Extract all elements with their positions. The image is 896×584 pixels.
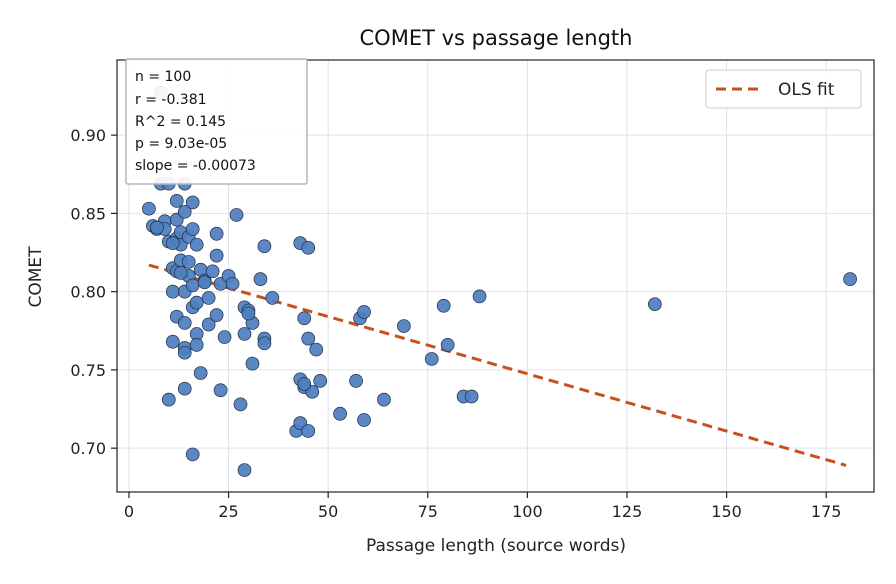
- stats-n: n = 100: [135, 69, 191, 85]
- data-point: [309, 342, 324, 357]
- data-point: [165, 236, 180, 250]
- x-tick-label: 25: [218, 502, 238, 521]
- data-point: [333, 406, 347, 421]
- data-point: [436, 298, 451, 313]
- data-point: [233, 397, 248, 412]
- y-tick-label: 0.85: [70, 204, 106, 223]
- data-point: [843, 272, 857, 286]
- data-point: [377, 392, 391, 407]
- data-point: [464, 389, 479, 404]
- y-tick-label: 0.70: [70, 439, 106, 458]
- x-axis-ticks: 0 25 50 75 100 125 150 175: [124, 492, 842, 521]
- data-point: [189, 295, 204, 310]
- data-point: [245, 356, 260, 371]
- data-point: [181, 255, 196, 269]
- x-tick-label: 150: [711, 502, 742, 521]
- data-point: [165, 284, 180, 299]
- data-point: [440, 338, 455, 352]
- x-tick-label: 50: [318, 502, 338, 521]
- data-point: [313, 374, 328, 388]
- data-point: [142, 201, 156, 216]
- data-point: [149, 220, 164, 235]
- data-point: [209, 308, 224, 322]
- x-tick-label: 75: [418, 502, 438, 521]
- data-point: [201, 317, 216, 332]
- data-point: [177, 345, 192, 360]
- data-point: [301, 424, 316, 438]
- data-point: [213, 383, 228, 398]
- data-point: [265, 291, 280, 305]
- data-point: [161, 392, 176, 407]
- data-point: [185, 447, 200, 462]
- x-tick-label: 100: [512, 502, 543, 521]
- data-point: [301, 331, 316, 346]
- data-point: [357, 305, 371, 319]
- stats-slope: slope = -0.00073: [135, 158, 256, 174]
- x-tick-label: 0: [124, 502, 134, 521]
- data-point: [472, 289, 487, 304]
- data-point: [229, 208, 244, 222]
- stats-r2: R^2 = 0.145: [135, 114, 226, 130]
- stats-box: n = 100 r = -0.381 R^2 = 0.145 p = 9.03e…: [125, 58, 308, 185]
- data-point: [217, 330, 232, 344]
- data-point: [189, 338, 204, 352]
- data-point: [253, 272, 268, 286]
- data-point: [173, 266, 188, 280]
- data-point: [349, 374, 363, 388]
- data-point: [297, 311, 312, 326]
- data-point: [397, 319, 411, 333]
- data-point: [225, 276, 240, 291]
- data-point: [241, 306, 256, 321]
- data-point: [237, 327, 252, 341]
- y-axis-label: COMET: [26, 246, 46, 308]
- data-point: [185, 195, 200, 210]
- ols-fit-line: [148, 263, 847, 467]
- legend: OLS fit: [705, 69, 862, 109]
- y-tick-label: 0.75: [70, 361, 106, 380]
- x-axis-label: Passage length (source words): [366, 536, 626, 556]
- data-point: [197, 275, 212, 290]
- x-tick-label: 175: [811, 502, 842, 521]
- data-point: [169, 194, 184, 208]
- data-point: [424, 352, 439, 366]
- stats-p: p = 9.03e-05: [135, 136, 227, 152]
- chart-title: COMET vs passage length: [360, 26, 633, 50]
- data-point: [185, 278, 200, 293]
- data-point: [185, 222, 200, 236]
- data-point: [201, 291, 216, 305]
- y-axis-ticks: 0.70 0.75 0.80 0.85 0.90: [70, 126, 117, 458]
- x-tick-label: 125: [612, 502, 643, 521]
- y-tick-label: 0.90: [70, 126, 106, 145]
- data-point: [177, 381, 192, 396]
- data-point: [357, 413, 371, 427]
- data-point: [237, 463, 252, 477]
- data-point: [177, 204, 192, 219]
- data-point: [165, 334, 180, 349]
- data-point: [205, 264, 220, 279]
- stats-r: r = -0.381: [135, 92, 207, 108]
- plot-frame: [116, 59, 875, 493]
- y-tick-label: 0.80: [70, 283, 106, 302]
- ols-fit-line-group: [148, 263, 847, 467]
- data-point: [209, 226, 224, 241]
- data-point: [193, 366, 208, 380]
- legend-entry-ols-fit: OLS fit: [778, 80, 835, 100]
- data-point: [648, 297, 662, 312]
- data-point: [257, 239, 272, 254]
- data-point: [189, 237, 204, 252]
- data-point: [257, 336, 272, 351]
- data-point: [301, 240, 316, 255]
- data-point: [177, 316, 192, 330]
- data-point: [209, 248, 224, 263]
- data-point: [297, 377, 312, 391]
